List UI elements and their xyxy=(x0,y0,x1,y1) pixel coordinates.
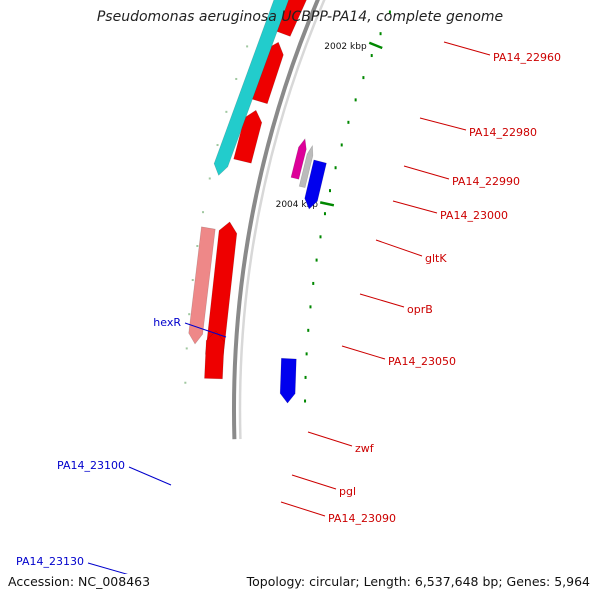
outer-dot xyxy=(185,347,188,350)
scale-dot xyxy=(328,189,331,193)
callout-line xyxy=(419,117,467,131)
tick-label: 2002 kbp xyxy=(324,42,367,52)
gene-arrow-blue xyxy=(279,357,297,404)
genome-backbone-highlight xyxy=(238,0,326,440)
scale-dot xyxy=(334,166,337,170)
genome-backbone xyxy=(232,0,320,440)
scale-dot xyxy=(340,143,343,147)
callout-line xyxy=(375,239,423,257)
map-title: Pseudomonas aeruginosa UCBPP-PA14, compl… xyxy=(96,9,504,25)
accession-label: Accession: NC_008463 xyxy=(8,574,151,589)
gene-label: hexR xyxy=(153,316,181,329)
gene-arrow-magenta xyxy=(290,138,307,180)
gene-label: PA14_23090 xyxy=(328,512,396,525)
gene-arrow-grey xyxy=(298,144,314,188)
outer-dot xyxy=(246,45,249,48)
gene-label: PA14_22990 xyxy=(452,175,520,188)
scale-dot xyxy=(323,212,326,216)
gene-arrow-cyan xyxy=(213,0,289,176)
tick-mark xyxy=(368,41,383,50)
tick-label: 2004 kbp xyxy=(276,200,319,210)
scale-dot xyxy=(312,281,315,285)
tick-mark xyxy=(319,201,335,207)
scale-dot xyxy=(347,120,350,124)
outer-dot xyxy=(258,13,261,16)
callout-line xyxy=(443,41,491,56)
callout-line xyxy=(291,474,337,490)
callout-line xyxy=(341,345,386,360)
scale-dot xyxy=(309,305,312,309)
scale-dot xyxy=(304,399,307,403)
callout-line xyxy=(128,466,172,486)
genome-summary: Topology: circular; Length: 6,537,648 bp… xyxy=(246,574,590,589)
gene-label: zwf xyxy=(355,442,375,455)
scale-dot xyxy=(388,10,391,14)
outer-dot xyxy=(196,245,199,248)
outer-dot xyxy=(225,110,228,113)
scale-dot xyxy=(379,32,382,36)
gene-label: PA14_23000 xyxy=(440,209,508,222)
gene-arrow-red xyxy=(204,330,225,380)
gene-label: PA14_22980 xyxy=(469,126,537,139)
scale-dot xyxy=(354,98,357,102)
scale-dot xyxy=(370,54,373,58)
gene-arrow-blue xyxy=(304,159,327,210)
outer-dot xyxy=(188,313,191,316)
callout-line xyxy=(392,200,438,214)
outer-dot xyxy=(235,77,238,80)
gene-label: oprB xyxy=(407,303,433,316)
gene-arrow-pink xyxy=(188,226,216,345)
callout-line xyxy=(359,293,405,308)
callout-line xyxy=(307,431,353,447)
gene-label: PA14_22960 xyxy=(493,51,561,64)
outer-dot xyxy=(208,177,211,180)
scale-dot xyxy=(307,328,310,332)
outer-dot xyxy=(184,381,187,384)
outer-dot xyxy=(216,144,219,147)
scale-dot xyxy=(319,235,322,239)
gene-label: pgl xyxy=(339,485,356,498)
callout-line xyxy=(403,165,450,180)
gene-label: gltK xyxy=(425,252,447,265)
scale-dot xyxy=(362,76,365,80)
callout-line xyxy=(280,501,326,517)
gene-label: PA14_23130 xyxy=(16,555,84,568)
scale-dot xyxy=(315,258,318,262)
scale-dot xyxy=(305,352,308,356)
outer-dot xyxy=(202,211,205,214)
gene-label: PA14_23100 xyxy=(57,459,125,472)
outer-dot xyxy=(191,279,194,282)
gene-label: PA14_23050 xyxy=(388,355,456,368)
gene-arrow-red xyxy=(272,0,307,37)
scale-dot xyxy=(304,375,307,379)
callout-line xyxy=(184,322,227,338)
